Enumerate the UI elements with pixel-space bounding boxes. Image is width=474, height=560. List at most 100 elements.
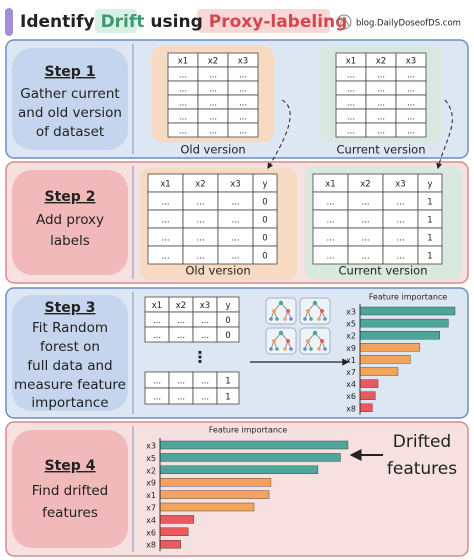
cell-text: ... [209, 113, 217, 123]
bar-label: x8 [146, 541, 156, 550]
cell-text: ... [361, 198, 369, 208]
bar [159, 453, 341, 462]
cell-text: ... [161, 252, 169, 262]
bar [159, 527, 189, 536]
bar [359, 379, 379, 388]
cell-text: ... [177, 377, 185, 387]
cell-text: 0 [225, 331, 230, 341]
step-title: Step 1 [45, 64, 96, 80]
table-cell [227, 122, 259, 138]
cell-text: ... [231, 216, 239, 226]
table-cell [417, 245, 443, 265]
cell-text: ... [153, 316, 161, 326]
cell-text: ... [377, 85, 385, 95]
cell-text: ... [201, 316, 209, 326]
cell-text: ... [239, 99, 247, 109]
cell-text: ... [177, 331, 185, 341]
table-cell [395, 122, 427, 138]
bar [159, 515, 195, 524]
callout: features [387, 459, 457, 479]
step-text: measure feature [14, 377, 126, 393]
cell-text: ... [231, 198, 239, 208]
column-header: x1 [346, 57, 356, 67]
caption: Current version [337, 143, 426, 157]
step-title: Step 2 [45, 189, 96, 205]
cell-text: ... [201, 377, 209, 387]
column-header: x2 [208, 57, 218, 67]
logo [336, 14, 352, 30]
cell-text: ... [201, 331, 209, 341]
column-header: y [225, 301, 230, 311]
arrow [267, 99, 291, 170]
cell-text: 1 [225, 393, 230, 403]
site: blog.DailyDoseofDS.com [356, 19, 461, 29]
column-header: y [427, 180, 432, 190]
step-text: Fit Random [32, 320, 108, 336]
step-text: full data and [27, 358, 112, 374]
cell-text: ... [407, 85, 415, 95]
cell-text: ... [209, 127, 217, 137]
cell-text: ... [161, 216, 169, 226]
cell-text: ... [179, 113, 187, 123]
step-box [12, 430, 128, 548]
bar-label: x1 [346, 356, 356, 365]
step-text: of dataset [36, 124, 104, 140]
cell-text: ... [239, 85, 247, 95]
cell-text: ... [209, 85, 217, 95]
cell-text: 0 [262, 252, 267, 262]
cell-text: ... [377, 113, 385, 123]
cell-text: ... [153, 377, 161, 387]
table-cell [216, 326, 240, 343]
step-title: Step 3 [45, 300, 96, 316]
bar [159, 502, 255, 512]
cell-text: 0 [225, 316, 230, 326]
column-header: x2 [195, 180, 205, 190]
step-box [12, 295, 128, 411]
cell-text: 0 [262, 216, 267, 226]
bar [359, 367, 399, 376]
bar-label: x7 [346, 368, 356, 377]
tree-icon [265, 297, 297, 325]
bar-label: x9 [346, 344, 356, 353]
table-cell [216, 387, 240, 405]
bar-label: x2 [146, 466, 156, 475]
cell-text: ... [396, 252, 404, 262]
cell-text: ... [153, 393, 161, 403]
caption: Old version [185, 264, 250, 278]
cell-text: 1 [427, 234, 432, 244]
bar [359, 331, 441, 340]
step-text: Add proxy [36, 212, 104, 228]
cell-text: 0 [262, 198, 267, 208]
bar-label: x9 [146, 479, 156, 488]
step-text: forest on [40, 339, 100, 355]
ellipsis: ⋮ [192, 348, 208, 367]
step-title: Step 4 [45, 458, 96, 474]
bar [359, 403, 373, 412]
bar-label: x5 [346, 320, 356, 329]
bar-label: x3 [146, 442, 156, 451]
cell-text: ... [361, 216, 369, 226]
cell-text: ... [179, 71, 187, 81]
step-text: importance [31, 395, 108, 411]
bar [359, 355, 411, 364]
column-header: x2 [176, 301, 186, 311]
bar [159, 478, 272, 487]
bar-label: x2 [346, 332, 356, 341]
cell-text: ... [347, 113, 355, 123]
column-header: x3 [200, 301, 210, 311]
step-text: labels [50, 233, 90, 249]
cell-text: ... [179, 127, 187, 137]
cell-text: ... [239, 113, 247, 123]
bar [159, 440, 349, 450]
column-header: x3 [406, 57, 416, 67]
bar-label: x1 [146, 491, 156, 500]
step-text: and old version [18, 105, 122, 121]
cell-text: ... [377, 127, 385, 137]
bar [359, 318, 449, 328]
step-box [12, 170, 128, 275]
cell-text: 1 [427, 252, 432, 262]
cell-text: 1 [427, 216, 432, 226]
title-part: Proxy-labeling [209, 12, 348, 32]
title-part: Drift [101, 12, 145, 32]
cell-text: 0 [262, 234, 267, 244]
